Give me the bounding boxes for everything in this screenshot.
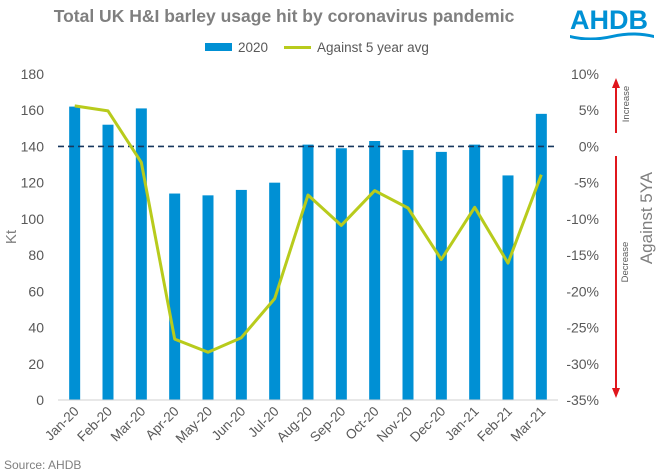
x-tick-label: Nov-20 [374, 404, 415, 445]
increase-annotation: Increase [621, 86, 632, 122]
y2-tick-label: -25% [566, 320, 599, 336]
legend-swatch-line [284, 45, 312, 49]
y-axis-title: Kt [3, 229, 20, 244]
x-tick-label: Mar-21 [508, 404, 549, 445]
against-5ya-line [74, 104, 543, 354]
x-tick-label: Jan-20 [42, 404, 82, 444]
bar-Feb-21 [502, 175, 514, 400]
y-tick-label: 100 [21, 211, 45, 227]
y2-tick-label: -30% [566, 356, 599, 372]
bar-Jul-20 [269, 182, 281, 400]
y-tick-label: 60 [28, 283, 44, 299]
decrease-annotation: Decrease [620, 242, 631, 283]
x-tick-label: Feb-20 [74, 404, 115, 445]
bar-Oct-20 [369, 141, 381, 400]
y-tick-label: 0 [36, 392, 44, 408]
y2-axis-title: Against 5YA [637, 171, 656, 264]
x-tick-label: Jun-20 [209, 404, 249, 444]
x-tick-label: Jan-21 [442, 404, 482, 444]
logo-text: AHDB [570, 5, 648, 35]
bar-Mar-21 [535, 113, 547, 400]
legend-swatch-bar [205, 43, 232, 51]
legend: 2020 Against 5 year avg [205, 37, 445, 57]
bar-Nov-20 [402, 150, 414, 400]
source-note: Source: AHDB [4, 458, 82, 472]
bar-Jan-21 [469, 144, 481, 400]
logo-wave-icon [570, 32, 654, 40]
y2-tick-label: -10% [566, 211, 599, 227]
legend-item-bar: 2020 [205, 40, 268, 55]
bar-Mar-20 [135, 108, 147, 401]
y-tick-label: 120 [21, 175, 45, 191]
chart-title: Total UK H&I barley usage hit by coronav… [53, 6, 515, 26]
bar-Jun-20 [235, 189, 247, 400]
bar-Apr-20 [169, 193, 181, 400]
legend-item-line: Against 5 year avg [284, 40, 429, 55]
bar-Dec-20 [435, 151, 447, 400]
y2-tick-label: -20% [566, 283, 599, 299]
x-tick-label: Dec-20 [407, 404, 448, 445]
legend-label-line: Against 5 year avg [317, 39, 429, 55]
y-tick-label: 140 [21, 138, 45, 154]
legend-label-bar: 2020 [238, 39, 269, 55]
y-tick-label: 80 [28, 247, 44, 263]
y2-tick-label: -15% [566, 247, 599, 263]
x-tick-label: Mar-20 [108, 404, 149, 445]
bar-Feb-20 [102, 124, 114, 400]
x-tick-label: May-20 [173, 404, 215, 446]
x-tick-label: Aug-20 [274, 404, 315, 445]
y-tick-label: 20 [28, 356, 44, 372]
bar-Sep-20 [335, 148, 347, 400]
x-tick-label: Sep-20 [307, 404, 348, 445]
y2-tick-label: 10% [571, 66, 599, 82]
increase-arrow-icon [612, 78, 620, 88]
bar-Jan-20 [69, 106, 81, 400]
y-tick-label: 40 [28, 320, 44, 336]
y-tick-label: 180 [21, 66, 45, 82]
bar-May-20 [202, 195, 214, 400]
x-tick-label: Feb-21 [474, 404, 515, 445]
y-tick-label: 160 [21, 102, 45, 118]
bar-Aug-20 [302, 144, 314, 400]
y2-tick-label: -35% [566, 392, 599, 408]
decrease-arrow-icon [612, 388, 620, 398]
y2-tick-label: 0% [579, 138, 599, 154]
y2-tick-label: 5% [579, 102, 599, 118]
y2-tick-label: -5% [574, 175, 599, 191]
ahdb-logo: AHDB [570, 5, 654, 40]
